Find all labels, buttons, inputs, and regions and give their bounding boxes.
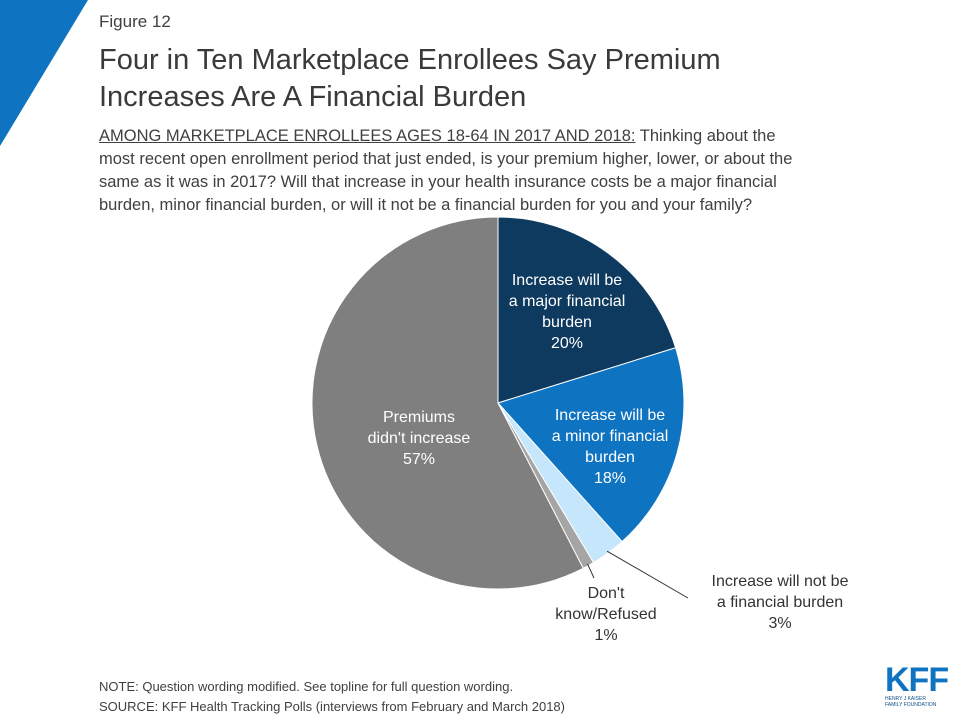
chart-title: Four in Ten Marketplace Enrollees Say Pr… (99, 42, 899, 116)
slice-label-dont-know-line-1: Don't (588, 585, 625, 602)
slice-label-major-burden-line-2: a major financial (509, 293, 626, 310)
slice-label-major-burden-line-1: Increase will be (512, 272, 622, 289)
chart-title-line-2: Increases Are A Financial Burden (99, 81, 527, 113)
slice-label-dont-know-line-3: 1% (594, 627, 617, 644)
slice-label-no-increase: Premiums didn't increase 57% (368, 409, 471, 468)
note-text: NOTE: Question wording modified. See top… (99, 679, 514, 694)
slice-label-minor-burden-line-4: 18% (594, 470, 626, 487)
slice-label-no-increase-line-2: didn't increase (368, 430, 471, 447)
question-line-2: most recent open enrollment period that … (99, 150, 793, 168)
slice-label-major-burden-line-3: burden (542, 314, 592, 331)
slice-label-not-burden-line-3: 3% (768, 615, 791, 632)
slice-label-major-burden-line-4: 20% (551, 335, 583, 352)
slice-label-not-burden-line-2: a financial burden (717, 594, 843, 611)
slice-label-dont-know: Don't know/Refused 1% (555, 585, 656, 644)
question-line-3: same as it was in 2017? Will that increa… (99, 173, 777, 191)
question-line-1: AMONG MARKETPLACE ENROLLEES AGES 18-64 I… (99, 125, 879, 148)
pie-slice-minor-burden (497, 347, 685, 543)
question-line-1-rest: Thinking about the (635, 127, 776, 145)
kff-logo: KFF HENRY J KAISER FAMILY FOUNDATION (885, 661, 953, 708)
slice-label-no-increase-line-3: 57% (403, 451, 435, 468)
slice-label-minor-burden-line-1: Increase will be (555, 407, 665, 424)
question-text: AMONG MARKETPLACE ENROLLEES AGES 18-64 I… (99, 125, 879, 217)
kff-logo-mark: KFF (885, 661, 949, 699)
slice-label-minor-burden-line-3: burden (585, 449, 635, 466)
kff-logo-subline-1: HENRY J KAISER (885, 696, 926, 702)
slice-label-dont-know-line-2: know/Refused (555, 606, 656, 623)
pie-slice-major-burden (497, 216, 677, 404)
chart-notes: NOTE: Question wording modified. See top… (99, 677, 565, 717)
slice-label-minor-burden: Increase will be a minor financial burden 1… (552, 407, 669, 487)
slice-label-not-burden: Increase will not be a financial burden 3% (712, 573, 849, 632)
source-text: SOURCE: KFF Health Tracking Polls (inter… (99, 699, 565, 714)
slice-label-not-burden-line-1: Increase will not be (712, 573, 849, 590)
leader-line-dont-know (587, 563, 595, 579)
figure-label: Figure 12 (99, 12, 171, 31)
question-line-4: burden, minor financial burden, or will … (99, 196, 753, 214)
question-population: AMONG MARKETPLACE ENROLLEES AGES 18-64 I… (99, 127, 636, 145)
kff-logo-subline-2: FAMILY FOUNDATION (885, 702, 937, 708)
chart-title-line-1: Four in Ten Marketplace Enrollees Say Pr… (99, 44, 721, 76)
leader-line-not-burden (606, 550, 689, 599)
pie-slice-no-increase (311, 216, 584, 590)
slice-label-no-increase-line-1: Premiums (383, 409, 455, 426)
corner-stripe-decoration (0, 0, 88, 146)
slice-label-major-burden: Increase will be a major financial burden 2… (509, 272, 626, 352)
slice-label-minor-burden-line-2: a minor financial (552, 428, 669, 445)
